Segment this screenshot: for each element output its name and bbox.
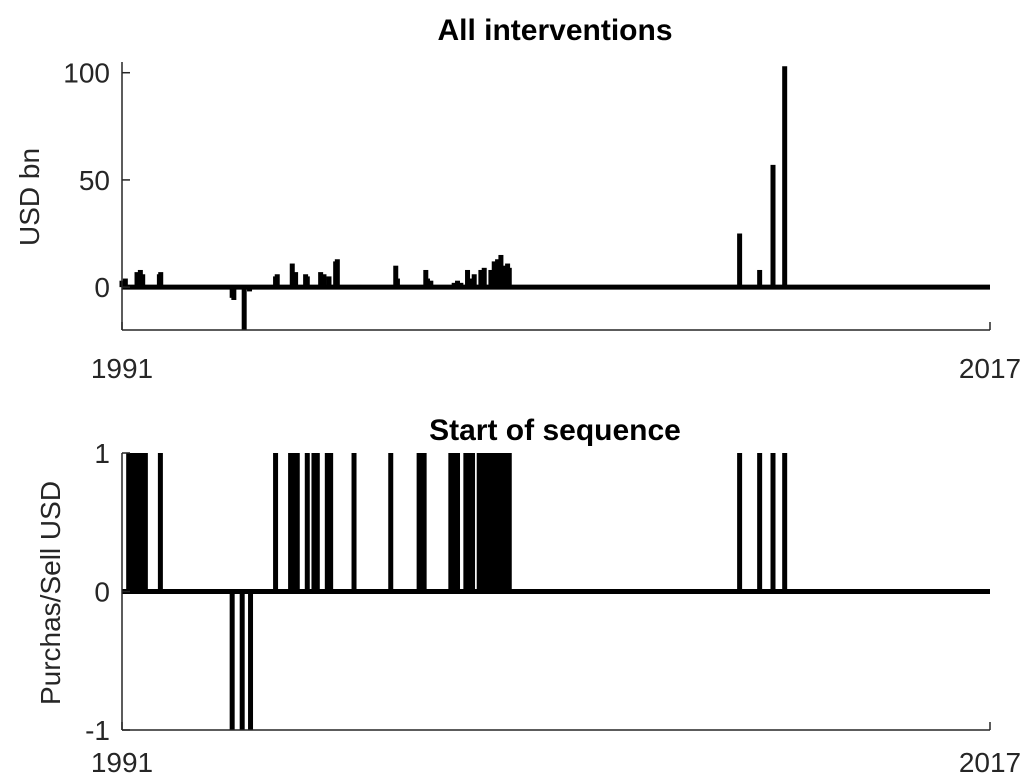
chart-panel-all-interventions: All interventions USD bn 1991 2017 0 50 10… xyxy=(14,14,1021,384)
axes xyxy=(121,62,991,331)
y-tick-label: 1 xyxy=(94,438,110,469)
chart-title: All interventions xyxy=(437,14,672,47)
x-tick-label-start: 1991 xyxy=(91,353,153,384)
x-tick-label-start: 1991 xyxy=(91,747,153,776)
y-tick-label: 0 xyxy=(94,577,110,608)
y-tick-label: 100 xyxy=(63,58,110,89)
axes xyxy=(121,452,991,731)
y-tick-labels: 0 50 100 xyxy=(63,58,110,303)
bar-series xyxy=(119,66,788,330)
y-axis-label: Purchas/Sell USD xyxy=(35,481,66,705)
y-axis-label: USD bn xyxy=(14,148,45,246)
chart-panel-start-of-sequence: Start of sequence Purchas/Sell USD 1991 … xyxy=(35,414,1021,778)
x-tick-label-end: 2017 xyxy=(959,353,1021,384)
y-tick-label: 50 xyxy=(79,165,110,196)
chart-title: Start of sequence xyxy=(429,414,681,447)
y-tick-label: 0 xyxy=(94,272,110,303)
y-tick-label: -1 xyxy=(85,715,110,746)
bar-series xyxy=(126,453,788,730)
y-tick-labels: -1 0 1 xyxy=(85,438,110,746)
x-tick-label-end: 2017 xyxy=(959,747,1021,776)
